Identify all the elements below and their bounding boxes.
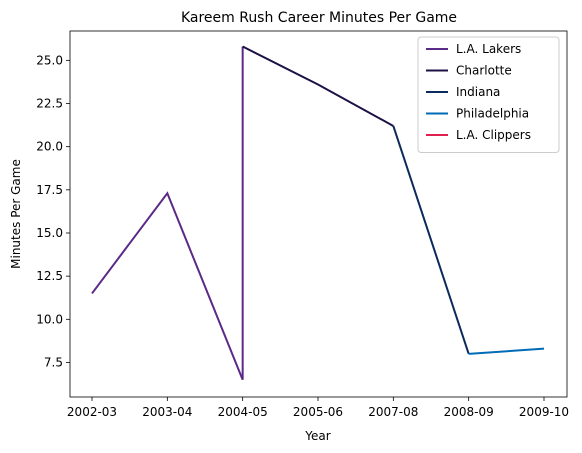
x-tick-label: 2008-09: [444, 405, 494, 419]
legend-label-l-a-lakers: L.A. Lakers: [456, 42, 521, 56]
series-line-l-a-lakers: [91, 191, 244, 381]
x-tick-label: 2003-04: [142, 405, 192, 419]
x-axis: 2002-03 2003-04 2004-05 2005-06 2007-08 2008-…: [67, 397, 569, 419]
legend-label-indiana: Indiana: [456, 85, 500, 99]
axes-frame: [69, 30, 568, 398]
plot-area: [91, 45, 545, 381]
y-tick-label: 7.5: [44, 355, 63, 369]
series-line-indiana: [392, 125, 470, 355]
y-tick-label: 17.5: [36, 183, 63, 197]
x-axis-label: Year: [304, 429, 330, 443]
x-tick-label: 2002-03: [67, 405, 117, 419]
y-axis-label: Minutes Per Game: [9, 159, 23, 269]
x-tick-label: 2005-06: [293, 405, 343, 419]
x-tick-label: 2004-05: [218, 405, 268, 419]
series-line-philadelphia: [468, 347, 545, 355]
legend-label-l-a-clippers: L.A. Clippers: [456, 128, 531, 142]
legend-label-charlotte: Charlotte: [456, 64, 512, 78]
x-tick-label: 2009-10: [519, 405, 569, 419]
y-tick-label: 25.0: [36, 53, 63, 67]
series-line-charlotte: [242, 45, 394, 127]
legend-label-philadelphia: Philadelphia: [456, 107, 529, 121]
y-tick-label: 20.0: [36, 140, 63, 154]
y-tick-label: 15.0: [36, 226, 63, 240]
legend: L.A. Lakers Charlotte Indiana Philadelphia L…: [417, 36, 560, 153]
x-tick-label: 2007-08: [368, 405, 418, 419]
legend-box: [417, 36, 560, 153]
chart-title: Kareem Rush Career Minutes Per Game: [181, 10, 457, 26]
y-tick-label: 10.0: [36, 312, 63, 326]
y-tick-label: 12.5: [36, 269, 63, 283]
y-tick-label: 22.5: [36, 97, 63, 111]
y-axis: 7.5 10.0 12.5 15.0 17.5 20.0 22.5 25.0: [36, 53, 70, 369]
